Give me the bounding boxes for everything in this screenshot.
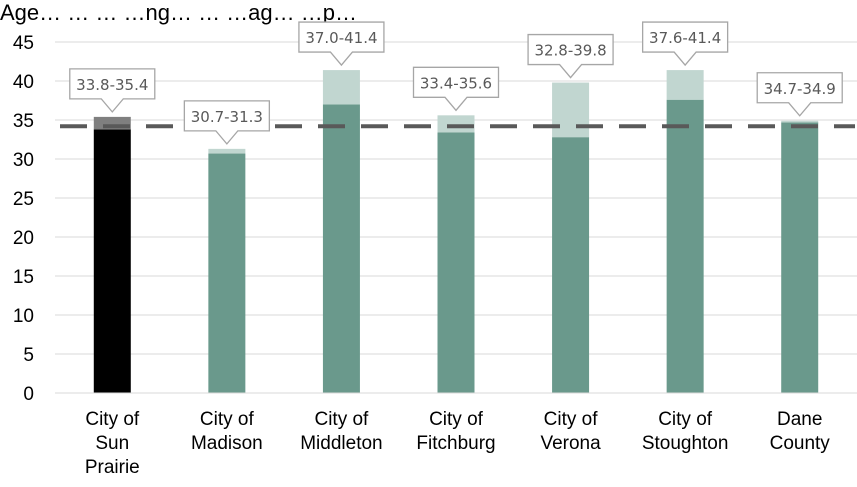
bar-range-6 xyxy=(666,70,704,100)
chart-title: Age… … … …ng… … …ag… …p… xyxy=(0,0,357,25)
x-tick-label-1-1: City of xyxy=(85,409,140,430)
y-tick-label-20: 20 xyxy=(13,228,34,249)
y-tick-label-25: 25 xyxy=(13,189,34,210)
bar-base-2 xyxy=(208,153,246,393)
callouts: 33.8-35.4 30.7-31.3 37.0-41.4 33.4-35.6 32.8… xyxy=(69,21,843,145)
y-tick-label-40: 40 xyxy=(13,72,34,93)
y-tick-label-30: 30 xyxy=(13,150,34,171)
bar-base-6 xyxy=(666,99,704,393)
x-tick-label-3-2: Middleton xyxy=(300,433,382,454)
x-tick-label-7-1: Dane xyxy=(777,409,822,430)
bar-base-1 xyxy=(93,129,131,394)
x-tick-label-3-1: City of xyxy=(314,409,369,430)
callout-box-7 xyxy=(756,72,843,117)
data-label-2: 30.7-31.3 xyxy=(191,108,263,126)
x-axis: City of Sun Prairie City of Madison City of Mi… xyxy=(55,392,857,478)
x-tick-label-1-2: Sun xyxy=(95,433,129,454)
callout-box-5 xyxy=(527,33,614,79)
x-tick-label-4-2: Fitchburg xyxy=(416,433,495,454)
bar-range-4 xyxy=(437,115,475,133)
y-tick-label-15: 15 xyxy=(13,267,34,288)
data-label-4: 33.4-35.6 xyxy=(420,74,492,92)
data-label-5: 32.8-39.8 xyxy=(534,42,606,60)
x-tick-label-2-2: Madison xyxy=(191,433,263,454)
x-tick-label-6-2: Stoughton xyxy=(642,433,729,454)
x-tick-label-6-1: City of xyxy=(658,409,713,430)
bar-base-7 xyxy=(781,122,819,393)
bars xyxy=(93,70,819,394)
bar-base-5 xyxy=(552,137,590,393)
bar-base-3 xyxy=(322,104,360,394)
y-tick-label-5: 5 xyxy=(23,345,34,366)
bar-range-3 xyxy=(322,70,360,105)
bar-range-2 xyxy=(208,148,246,154)
y-tick-label-10: 10 xyxy=(13,306,34,327)
callout-box-6 xyxy=(641,21,729,67)
callout-box-1 xyxy=(69,68,156,113)
y-axis: 0 5 10 15 20 25 30 35 40 45 xyxy=(13,33,34,405)
y-tick-label-35: 35 xyxy=(13,111,34,132)
data-label-3: 37.0-41.4 xyxy=(305,29,377,47)
bar-range-5 xyxy=(552,82,590,138)
bar-base-4 xyxy=(437,132,475,394)
y-tick-label-0: 0 xyxy=(23,384,34,405)
x-tick-label-5-1: City of xyxy=(544,409,599,430)
x-tick-label-1-3: Prairie xyxy=(85,457,140,478)
x-tick-label-5-2: Verona xyxy=(540,433,601,454)
callout-box-3 xyxy=(298,21,385,67)
data-label-6: 37.6-41.4 xyxy=(649,29,721,47)
data-label-1: 33.8-35.4 xyxy=(76,76,148,94)
callout-box-4 xyxy=(412,66,500,112)
x-tick-label-2-1: City of xyxy=(200,409,255,430)
x-tick-label-4-1: City of xyxy=(429,409,484,430)
x-tick-label-7-2: County xyxy=(770,433,831,454)
bar-range-7 xyxy=(781,120,819,123)
callout-box-2 xyxy=(183,100,271,145)
y-tick-label-45: 45 xyxy=(13,33,34,54)
data-label-7: 34.7-34.9 xyxy=(764,80,836,98)
